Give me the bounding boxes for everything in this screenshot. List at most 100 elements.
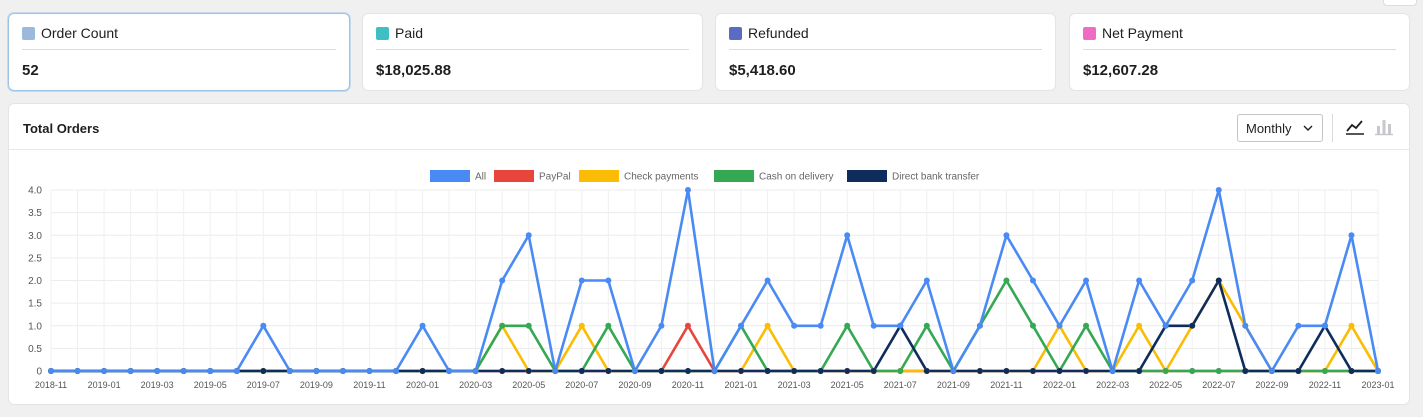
legend-swatch xyxy=(729,27,742,40)
interval-select[interactable]: Monthly xyxy=(1237,114,1323,142)
data-point-all xyxy=(1056,322,1063,329)
data-point-cash-on-delivery xyxy=(923,322,930,329)
data-point-direct-bank-transfer xyxy=(923,368,930,374)
x-tick-label: 2020-11 xyxy=(672,380,704,390)
data-point-all xyxy=(1083,277,1090,284)
x-tick-label: 2021-05 xyxy=(831,380,864,390)
data-point-all xyxy=(180,368,187,374)
chevron-down-icon xyxy=(1303,125,1313,131)
summary-card-header: Order Count xyxy=(22,24,336,50)
data-point-all xyxy=(605,277,612,284)
data-point-direct-bank-transfer xyxy=(976,368,983,374)
data-point-all xyxy=(870,322,877,329)
data-point-all xyxy=(48,368,54,374)
y-tick-label: 3.0 xyxy=(28,231,42,242)
data-point-all xyxy=(260,322,267,329)
data-point-all xyxy=(764,277,771,284)
data-point-all xyxy=(1189,277,1196,284)
legend-swatch-direct-bank-transfer xyxy=(847,170,887,182)
data-point-direct-bank-transfer xyxy=(1029,368,1036,374)
data-point-paypal xyxy=(684,322,691,329)
data-point-all xyxy=(552,368,559,374)
summary-card-order-count[interactable]: Order Count 52 xyxy=(8,13,350,91)
y-tick-label: 4.0 xyxy=(28,186,42,197)
legend-swatch-cash-on-delivery xyxy=(714,170,754,182)
divider xyxy=(1332,114,1333,142)
total-orders-panel: Total Orders Monthly 0 0.5 1.0 1.5 2.0 2.5 3.0… xyxy=(8,103,1410,405)
data-point-all xyxy=(791,322,798,329)
bar-chart-icon[interactable] xyxy=(1373,116,1395,138)
data-point-direct-bank-transfer xyxy=(684,368,691,374)
legend-swatch-paypal xyxy=(494,170,534,182)
x-tick-label: 2018-11 xyxy=(35,380,67,390)
x-tick-label: 2021-01 xyxy=(725,380,758,390)
data-point-cash-on-delivery xyxy=(1321,368,1328,374)
legend-swatch-all xyxy=(430,170,470,182)
data-point-direct-bank-transfer xyxy=(791,368,798,374)
summary-card-label: Net Payment xyxy=(1102,25,1183,41)
x-tick-label: 2022-03 xyxy=(1096,380,1129,390)
legend-label-all: All xyxy=(475,172,486,183)
y-tick-label: 2.0 xyxy=(28,276,42,287)
legend-label-direct-bank-transfer: Direct bank transfer xyxy=(892,172,980,183)
data-point-all xyxy=(313,368,320,374)
data-point-all xyxy=(74,368,81,374)
data-point-check-payments xyxy=(578,322,585,329)
data-point-cash-on-delivery xyxy=(1083,322,1090,329)
data-point-direct-bank-transfer xyxy=(578,368,585,374)
data-point-direct-bank-transfer xyxy=(870,368,877,374)
summary-card-header: Refunded xyxy=(729,24,1042,50)
summary-card-refunded[interactable]: Refunded $5,418.60 xyxy=(715,13,1056,91)
x-tick-label: 2021-11 xyxy=(990,380,1022,390)
data-point-cash-on-delivery xyxy=(1162,368,1169,374)
x-tick-label: 2019-05 xyxy=(194,380,227,390)
data-point-all xyxy=(1268,368,1275,374)
legend-swatch xyxy=(376,27,389,40)
corner-button[interactable] xyxy=(1383,0,1417,6)
data-point-check-payments xyxy=(1348,322,1355,329)
data-point-check-payments xyxy=(764,322,771,329)
data-point-all xyxy=(711,368,718,374)
data-point-all xyxy=(127,368,134,374)
data-point-direct-bank-transfer xyxy=(419,368,426,374)
x-tick-label: 2022-05 xyxy=(1149,380,1182,390)
x-tick-label: 2019-11 xyxy=(353,380,385,390)
data-point-cash-on-delivery xyxy=(897,368,904,374)
data-point-direct-bank-transfer xyxy=(1003,368,1010,374)
data-point-cash-on-delivery xyxy=(844,322,851,329)
legend-label-check-payments: Check payments xyxy=(624,172,698,183)
summary-card-net-payment[interactable]: Net Payment $12,607.28 xyxy=(1069,13,1410,91)
data-point-all xyxy=(1215,187,1222,193)
summary-card-paid[interactable]: Paid $18,025.88 xyxy=(362,13,703,91)
summary-card-value: $5,418.60 xyxy=(729,62,796,79)
data-point-all xyxy=(817,322,824,329)
x-tick-label: 2020-05 xyxy=(512,380,545,390)
orders-line-chart: 0 0.5 1.0 1.5 2.0 2.5 3.0 3.5 4.0 2018-11 2019-01 2… xyxy=(28,170,1395,390)
summary-card-header: Paid xyxy=(376,24,689,50)
summary-card-value: 52 xyxy=(22,62,39,79)
data-point-all xyxy=(472,368,479,374)
data-point-direct-bank-transfer xyxy=(1242,368,1249,374)
x-tick-label: 2021-03 xyxy=(778,380,811,390)
legend-swatch-check-payments xyxy=(579,170,619,182)
data-point-direct-bank-transfer xyxy=(605,368,612,374)
data-point-all xyxy=(101,368,108,374)
data-point-all xyxy=(631,368,638,374)
x-tick-label: 2019-03 xyxy=(141,380,174,390)
x-tick-label: 2022-01 xyxy=(1043,380,1076,390)
data-point-all xyxy=(446,368,453,374)
data-point-cash-on-delivery xyxy=(525,322,532,329)
summary-card-label: Paid xyxy=(395,25,424,41)
x-tick-label: 2019-09 xyxy=(300,380,333,390)
data-point-all xyxy=(738,322,745,329)
data-point-all xyxy=(1029,277,1036,284)
interval-select-value: Monthly xyxy=(1246,120,1292,136)
x-tick-label: 2020-01 xyxy=(406,380,439,390)
summary-card-value: $12,607.28 xyxy=(1083,62,1159,79)
line-chart-icon[interactable] xyxy=(1344,116,1366,138)
x-tick-label: 2022-11 xyxy=(1309,380,1341,390)
data-point-all xyxy=(950,368,957,374)
data-point-all xyxy=(1321,322,1328,329)
data-point-all xyxy=(1003,232,1010,239)
data-point-all xyxy=(207,368,214,374)
